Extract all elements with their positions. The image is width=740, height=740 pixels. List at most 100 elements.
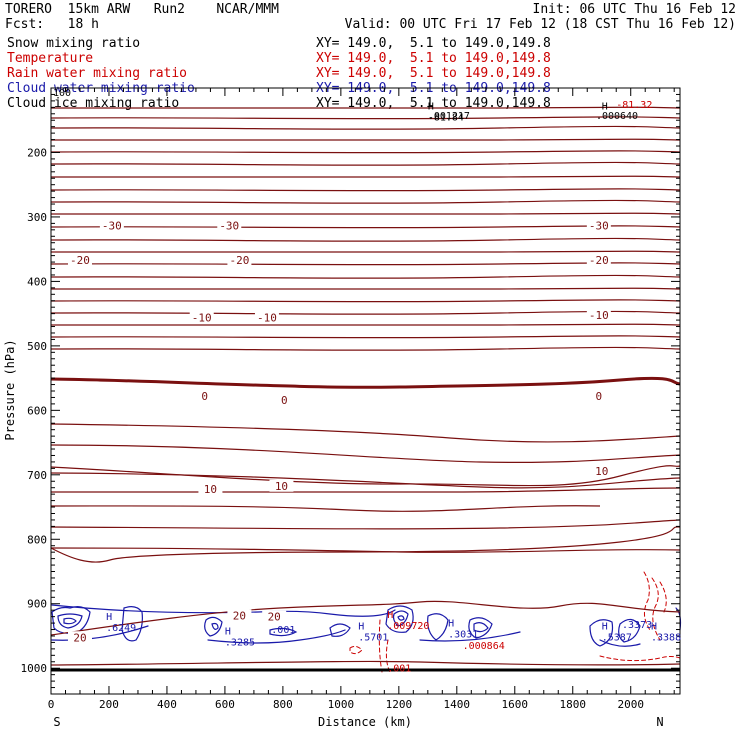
extremum-marker: H bbox=[358, 622, 364, 633]
y-tick-label: 700 bbox=[27, 469, 47, 482]
extremum-value: .6249 bbox=[106, 623, 136, 634]
contour-label-bg bbox=[99, 219, 124, 232]
model-title: TORERO 15km ARW Run2 NCAR/MMM bbox=[5, 2, 279, 17]
temperature-contour bbox=[50, 212, 681, 215]
temperature-contour bbox=[50, 262, 681, 266]
y-tick-label: 900 bbox=[27, 598, 47, 611]
x-tick-label: 400 bbox=[157, 698, 177, 711]
contour-label-bg bbox=[192, 390, 217, 403]
contour-label-bg bbox=[227, 609, 252, 622]
temperature-contour-label: 0 bbox=[596, 390, 603, 403]
extremum-value: -81.84 bbox=[428, 112, 464, 123]
field-rain-xy: XY= 149.0, 5.1 to 149.0,149.8 bbox=[316, 66, 551, 81]
temperature-contour-label: -20 bbox=[589, 254, 609, 267]
extremum-value: .3373 bbox=[622, 620, 652, 631]
field-snow-xy: XY= 149.0, 5.1 to 149.0,149.8 bbox=[316, 36, 551, 51]
extremum-marker: H bbox=[448, 618, 454, 629]
temperature-contour bbox=[50, 199, 681, 204]
extremum-marker: H bbox=[387, 610, 393, 621]
x-end-label-north: N bbox=[656, 715, 663, 729]
temperature-contour-label: -30 bbox=[219, 219, 239, 232]
x-end-label-south: S bbox=[53, 715, 60, 729]
contour-label-bg bbox=[67, 254, 92, 267]
x-tick-label: 200 bbox=[99, 698, 119, 711]
temperature-contour bbox=[50, 274, 681, 279]
y-tick-label: 300 bbox=[27, 211, 47, 224]
field-rain-name: Rain water mixing ratio bbox=[7, 66, 188, 81]
temperature-contour bbox=[50, 346, 681, 351]
extremum-value: .000640 bbox=[596, 111, 638, 122]
temperature-contour bbox=[50, 660, 681, 666]
temperature-contour bbox=[50, 188, 681, 192]
temperature-contour bbox=[50, 237, 681, 242]
temperature-contour bbox=[50, 310, 681, 315]
x-tick-label: 1200 bbox=[386, 698, 413, 711]
temperature-contour-label: 20 bbox=[233, 609, 246, 622]
y-tick-label: 400 bbox=[27, 275, 47, 288]
extremum-marker: H bbox=[428, 101, 434, 112]
y-tick-label: 600 bbox=[27, 404, 47, 417]
forecast-hour: Fcst: 18 h bbox=[5, 17, 99, 32]
temperature-contour-label: 0 bbox=[281, 394, 288, 407]
temperature-contour-label: -10 bbox=[257, 312, 277, 325]
y-tick-label: 500 bbox=[27, 340, 47, 353]
temperature-contour-label: -20 bbox=[229, 254, 249, 267]
init-time: Init: 06 UTC Thu 16 Feb 12 bbox=[532, 2, 737, 17]
temperature-contour bbox=[50, 465, 681, 487]
temperature-contour bbox=[50, 150, 681, 154]
extremum-value: .000864 bbox=[463, 641, 505, 652]
temperature-contour-label: -20 bbox=[70, 254, 90, 267]
temperature-contour bbox=[50, 335, 681, 339]
extremum-value: .001217 bbox=[428, 111, 470, 122]
x-tick-label: 1000 bbox=[328, 698, 355, 711]
y-tick-label: 800 bbox=[27, 533, 47, 546]
contour-label-bg bbox=[217, 219, 242, 232]
temperature-contour bbox=[50, 299, 681, 303]
field-cloudice-name: Cloud ice mixing ratio bbox=[7, 96, 180, 111]
extremum-value: .001 bbox=[387, 663, 411, 674]
contour-label-bg bbox=[189, 311, 214, 324]
contour-label-bg bbox=[586, 390, 611, 403]
contour-label-bg bbox=[586, 219, 611, 232]
extremum-value: -81.32 bbox=[616, 100, 652, 111]
x-axis-label: Distance (km) bbox=[318, 715, 412, 729]
x-tick-label: 2000 bbox=[617, 698, 644, 711]
contour-label-bg bbox=[272, 394, 297, 407]
freezing-level-contour bbox=[50, 376, 681, 389]
temperature-contour-label: -10 bbox=[192, 312, 212, 325]
contour-label-bg bbox=[269, 479, 294, 492]
temperature-contour-label: 20 bbox=[73, 631, 86, 644]
extremum-marker: H bbox=[225, 627, 231, 638]
temperature-contour-label: 10 bbox=[204, 483, 217, 496]
contour-label-bg bbox=[198, 482, 223, 495]
contour-label-bg bbox=[586, 254, 611, 267]
temperature-contour bbox=[50, 125, 681, 130]
x-tick-label: 0 bbox=[48, 698, 55, 711]
contour-label-bg bbox=[254, 311, 279, 324]
y-tick-label: 1000 bbox=[21, 662, 48, 675]
rain-water-contours bbox=[349, 571, 681, 673]
extremum-value: .009720 bbox=[387, 621, 429, 632]
temperature-contour bbox=[50, 423, 681, 443]
y-tick-label: 200 bbox=[27, 146, 47, 159]
field-temperature-xy: XY= 149.0, 5.1 to 149.0,149.8 bbox=[316, 51, 551, 66]
contour-label-bg bbox=[227, 254, 252, 267]
temperature-contour bbox=[50, 519, 681, 530]
temperature-contour bbox=[50, 472, 681, 489]
extremum-marker: H bbox=[602, 622, 608, 633]
x-tick-label: 800 bbox=[273, 698, 293, 711]
contour-label-bg bbox=[262, 610, 287, 623]
extremum-value: .5387 bbox=[602, 633, 632, 644]
temperature-contour bbox=[50, 138, 681, 141]
temperature-contour bbox=[50, 116, 681, 120]
temperature-contour-label: -30 bbox=[589, 219, 609, 232]
y-axis-label: Pressure (hPa) bbox=[3, 339, 17, 440]
temperature-contour bbox=[50, 505, 601, 512]
temperature-contour-label: 0 bbox=[201, 390, 208, 403]
temperature-contour-label: 10 bbox=[595, 465, 608, 478]
extremum-value: .3388 bbox=[651, 633, 681, 644]
temperature-contour bbox=[50, 444, 681, 463]
x-tick-label: 600 bbox=[215, 698, 235, 711]
temperature-contour bbox=[50, 600, 681, 636]
